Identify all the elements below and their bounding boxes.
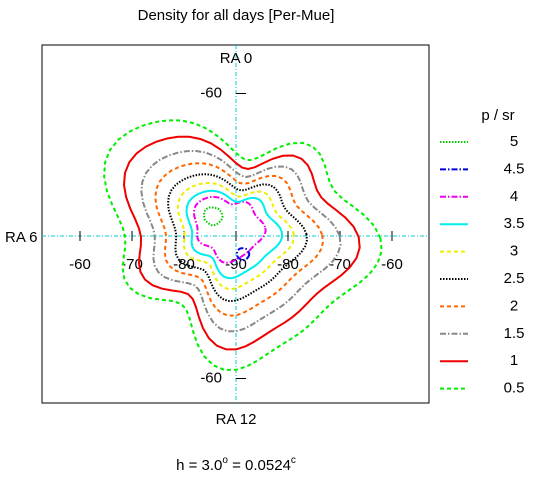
- legend-label: 0.5: [504, 380, 525, 397]
- y-tick-label: -60: [200, 369, 222, 386]
- footer-sup: c: [291, 455, 296, 466]
- legend-label: 4: [510, 188, 518, 205]
- contour: [203, 206, 224, 227]
- contour: [176, 181, 295, 290]
- legend-label: 2.5: [504, 270, 525, 287]
- footer: h = 3.0o = 0.0524c: [176, 455, 296, 474]
- axis-label: RA 6: [5, 229, 38, 246]
- contour: [185, 189, 284, 280]
- contour: [166, 173, 308, 302]
- contour: [236, 247, 251, 262]
- x-tick-label: -70: [121, 256, 143, 273]
- footer-sup: o: [222, 455, 228, 466]
- x-tick-label: -60: [69, 256, 91, 273]
- legend-label: 3.5: [504, 215, 525, 232]
- legend-label: 1.5: [504, 325, 525, 342]
- contour: [192, 195, 267, 264]
- footer-text: = 0.0524: [228, 457, 291, 474]
- legend-label: 4.5: [504, 160, 525, 177]
- footer-text: h = 3.0: [176, 457, 222, 474]
- legend-label: 3: [510, 243, 518, 260]
- legend-label: 1: [510, 352, 518, 369]
- axis-label: RA 12: [216, 411, 257, 428]
- legend-label: 5: [510, 133, 518, 150]
- y-tick-label: -60: [200, 84, 222, 101]
- legend-label: 2: [510, 297, 518, 314]
- x-tick-label: -90: [225, 256, 247, 273]
- legend-title: p / sr: [481, 107, 514, 124]
- x-tick-label: -60: [381, 256, 403, 273]
- axis-label: RA 0: [220, 50, 253, 67]
- contour: [122, 135, 361, 351]
- chart-title: Density for all days [Per-Mue]: [138, 7, 335, 24]
- contour: [140, 149, 342, 333]
- contour: [154, 162, 324, 317]
